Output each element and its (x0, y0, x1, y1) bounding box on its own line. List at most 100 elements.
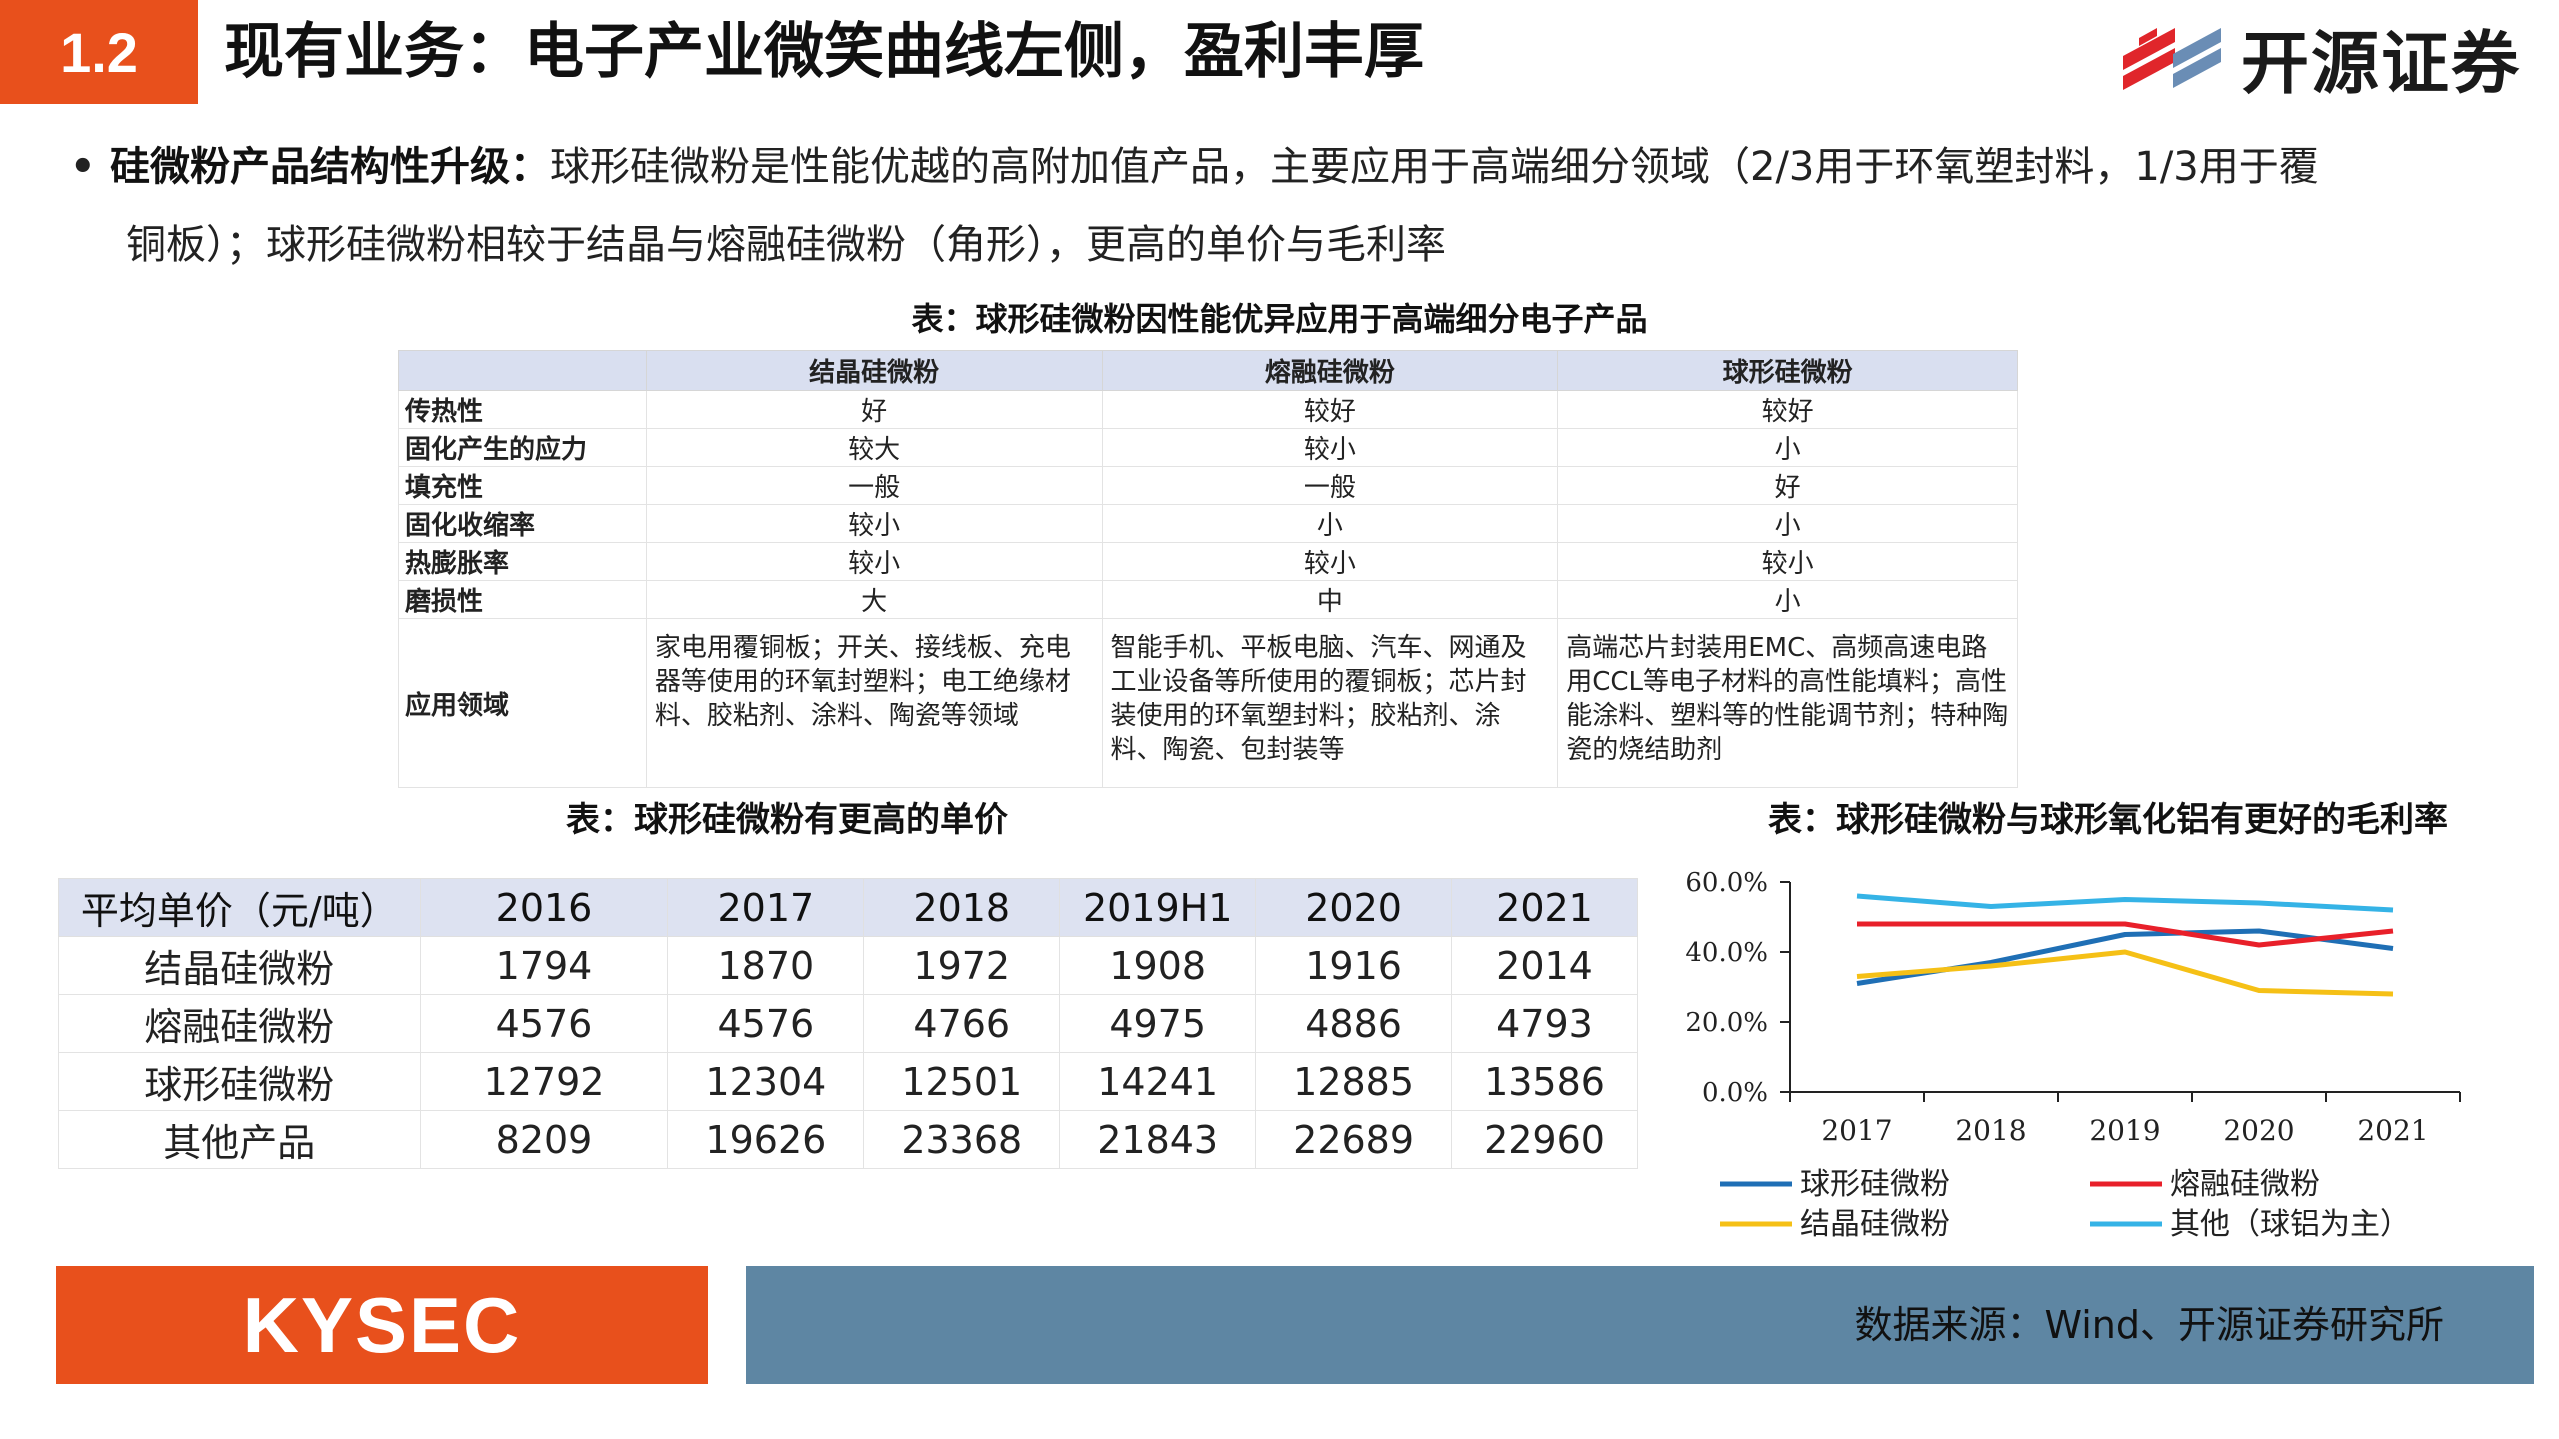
x-tick-label: 2017 (1821, 1114, 1892, 1147)
table-cell: 8209 (419, 1110, 669, 1169)
row-label: 应用领域 (398, 618, 647, 788)
table-cell: 好 (1557, 466, 2018, 505)
y-tick-label: 40.0% (1685, 938, 1768, 968)
table-cell: 家电用覆铜板；开关、接线板、充电器等使用的环氧封塑料；电工绝缘材料、胶粘剂、涂料… (645, 618, 1103, 788)
table-cell: 较小 (645, 542, 1103, 581)
header-cell: 2019H1 (1059, 878, 1257, 937)
bullet-bold-prefix: 硅微粉产品结构性升级： (110, 144, 550, 190)
table-cell: 4793 (1451, 994, 1638, 1053)
table-cell: 19626 (667, 1110, 865, 1169)
x-tick-label: 2021 (2357, 1114, 2428, 1147)
row-label: 磨损性 (398, 580, 647, 619)
header-cell: 2016 (419, 878, 669, 937)
price-table: 平均单价（元/吨） 2016 2017 2018 2019H1 2020 202… (58, 878, 1638, 1169)
chart-lines (1856, 893, 2394, 997)
bullet-paragraph: • 硅微粉产品结构性升级：球形硅微粉是性能优越的高附加值产品，主要应用于高端细分领… (70, 128, 2510, 284)
table-cell: 4886 (1255, 994, 1453, 1053)
x-tick-label: 2018 (1955, 1114, 2026, 1147)
legend-label: 结晶硅微粉 (1800, 1207, 1950, 1242)
footer-bar: 数据来源：Wind、开源证券研究所 (746, 1266, 2534, 1384)
header-cell: 球形硅微粉 (1557, 350, 2018, 391)
header-cell: 熔融硅微粉 (1101, 350, 1559, 391)
table-cell: 21843 (1059, 1110, 1257, 1169)
header-cell: 结晶硅微粉 (645, 350, 1103, 391)
header-cell (398, 350, 647, 391)
table-cell: 较小 (645, 504, 1103, 543)
data-source: 数据来源：Wind、开源证券研究所 (1854, 1303, 2444, 1347)
table-cell: 12501 (863, 1052, 1061, 1111)
table-cell: 智能手机、平板电脑、汽车、网通及工业设备等所使用的覆铜板；芯片封装使用的环氧塑封… (1101, 618, 1559, 788)
table-cell: 好 (645, 390, 1103, 429)
table-cell: 23368 (863, 1110, 1061, 1169)
series-line (1857, 921, 2394, 948)
table-header-row: 结晶硅微粉 熔融硅微粉 球形硅微粉 (398, 350, 2018, 391)
footer-brand: KYSEC (56, 1266, 708, 1384)
y-tick-label: 0.0% (1702, 1078, 1768, 1108)
table-cell: 较好 (1101, 390, 1559, 429)
table-cell: 4576 (667, 994, 865, 1053)
header-cell: 2018 (863, 878, 1061, 937)
table-cell: 12792 (419, 1052, 669, 1111)
table-cell: 4576 (419, 994, 669, 1053)
table-cell: 较小 (1557, 542, 2018, 581)
chart-caption: 表：球形硅微粉与球形氧化铝有更好的毛利率 (1768, 800, 2448, 840)
table-cell: 2014 (1451, 936, 1638, 995)
row-label: 固化产生的应力 (398, 428, 647, 467)
row-label: 球形硅微粉 (58, 1052, 421, 1111)
x-tick-label: 2019 (2089, 1114, 2160, 1147)
company-logo: 开源证券 (2117, 8, 2521, 107)
header-cell: 2020 (1255, 878, 1453, 937)
row-label: 结晶硅微粉 (58, 936, 421, 995)
y-tick-label: 60.0% (1685, 868, 1768, 898)
legend-label: 熔融硅微粉 (2170, 1167, 2320, 1202)
table-cell: 1794 (419, 936, 669, 995)
legend-label: 球形硅微粉 (1800, 1167, 1950, 1202)
header-cell: 2021 (1451, 878, 1638, 937)
table2-caption: 表：球形硅微粉有更高的单价 (566, 800, 1008, 840)
table-cell: 较大 (645, 428, 1103, 467)
row-label: 其他产品 (58, 1110, 421, 1169)
chart-axes: 0.0% 20.0% 40.0% 60.0% 2017 2018 2019 2020 2021 (1685, 868, 2461, 1147)
table-cell: 22960 (1451, 1110, 1638, 1169)
legend-label: 其他（球铝为主） (2170, 1207, 2410, 1242)
header-cell: 平均单价（元/吨） (58, 878, 421, 937)
table-header-row: 平均单价（元/吨） 2016 2017 2018 2019H1 2020 202… (58, 878, 1638, 937)
bullet-dot: • (70, 144, 96, 190)
table-cell: 13586 (1451, 1052, 1638, 1111)
table-cell: 小 (1557, 428, 2018, 467)
table-row: 固化产生的应力 较大 较小 小 (398, 428, 2018, 467)
table-cell: 12885 (1255, 1052, 1453, 1111)
table-row: 其他产品 8209 19626 23368 21843 22689 22960 (58, 1110, 1638, 1169)
table-row: 热膨胀率 较小 较小 较小 (398, 542, 2018, 581)
table-cell: 较小 (1101, 428, 1559, 467)
bullet-line-2: 铜板）；球形硅微粉相较于结晶与熔融硅微粉（角形），更高的单价与毛利率 (126, 222, 1446, 268)
y-tick-label: 20.0% (1685, 1008, 1768, 1038)
table-cell: 一般 (645, 466, 1103, 505)
properties-table: 结晶硅微粉 熔融硅微粉 球形硅微粉 传热性 好 较好 较好 固化产生的应力 较大… (398, 350, 2018, 788)
table-cell: 大 (645, 580, 1103, 619)
bullet-line-1: 球形硅微粉是性能优越的高附加值产品，主要应用于高端细分领域（2/3用于环氧塑封料… (550, 144, 2319, 190)
table-row: 固化收缩率 较小 小 小 (398, 504, 2018, 543)
table-row: 结晶硅微粉 1794 1870 1972 1908 1916 2014 (58, 936, 1638, 995)
table-row: 填充性 一般 一般 好 (398, 466, 2018, 505)
row-label: 热膨胀率 (398, 542, 647, 581)
table-cell: 12304 (667, 1052, 865, 1111)
row-label: 固化收缩率 (398, 504, 647, 543)
table-row: 熔融硅微粉 4576 4576 4766 4975 4886 4793 (58, 994, 1638, 1053)
series-line (1856, 949, 2394, 997)
table-cell: 高端芯片封装用EMC、高频高速电路用CCL等电子材料的高性能填料；高性能涂料、塑… (1557, 618, 2018, 788)
section-number: 1.2 (0, 0, 198, 104)
series-line (1856, 893, 2394, 913)
row-label: 传热性 (398, 390, 647, 429)
table-cell: 1916 (1255, 936, 1453, 995)
table-row: 传热性 好 较好 较好 (398, 390, 2018, 429)
table-cell: 1870 (667, 936, 865, 995)
logo-icon (2122, 27, 2221, 90)
table-cell: 1908 (1059, 936, 1257, 995)
row-label: 填充性 (398, 466, 647, 505)
table1-caption: 表：球形硅微粉因性能优异应用于高端细分电子产品 (911, 300, 1648, 338)
table-row-application: 应用领域 家电用覆铜板；开关、接线板、充电器等使用的环氧封塑料；电工绝缘材料、胶… (398, 618, 2018, 788)
page-title: 现有业务：电子产业微笑曲线左侧，盈利丰厚 (224, 17, 1424, 87)
table-row: 磨损性 大 中 小 (398, 580, 2018, 619)
